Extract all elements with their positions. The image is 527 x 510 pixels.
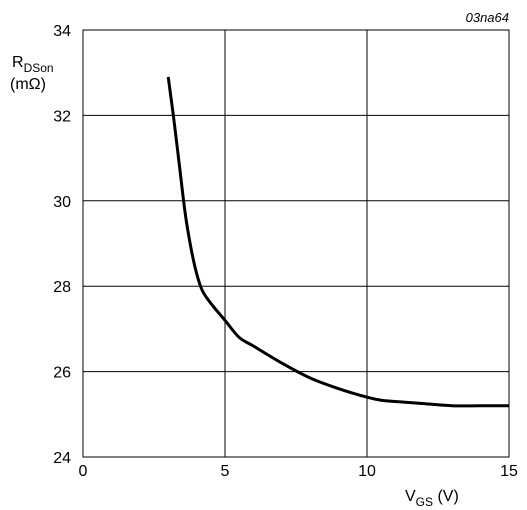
y-tick-label-0: 24: [53, 450, 71, 467]
y-axis-label: RDSon: [12, 54, 54, 75]
x-axis-label: VGS (V): [405, 488, 459, 509]
x-tick-label-3: 15: [500, 463, 518, 480]
x-tick-label-2: 10: [358, 463, 376, 480]
y-tick-label-2: 28: [53, 279, 71, 296]
x-tick-labels: 0 5 10 15: [79, 463, 518, 480]
y-axis-label-sub: DSon: [24, 61, 54, 75]
figure-id: 03na64: [466, 10, 509, 25]
y-axis-label-main: R: [12, 54, 24, 71]
y-tick-labels: 24 26 28 30 32 34: [53, 23, 71, 467]
grid: [83, 30, 509, 457]
x-axis-label-main: V: [405, 488, 416, 505]
y-tick-label-5: 34: [53, 23, 71, 40]
series-line-0: [166, 76, 509, 408]
x-axis-label-sub: GS: [416, 495, 433, 509]
y-tick-label-4: 32: [53, 108, 71, 125]
plot-area: [82, 29, 510, 458]
x-axis-label-unit: (V): [433, 488, 459, 505]
series-layer: [166, 76, 509, 408]
x-tick-label-0: 0: [79, 463, 88, 480]
x-tick-label-1: 5: [221, 463, 230, 480]
plot-frame: [82, 29, 510, 458]
y-axis-unit: (mΩ): [10, 76, 46, 93]
y-tick-label-3: 30: [53, 194, 71, 211]
y-tick-label-1: 26: [53, 365, 71, 382]
